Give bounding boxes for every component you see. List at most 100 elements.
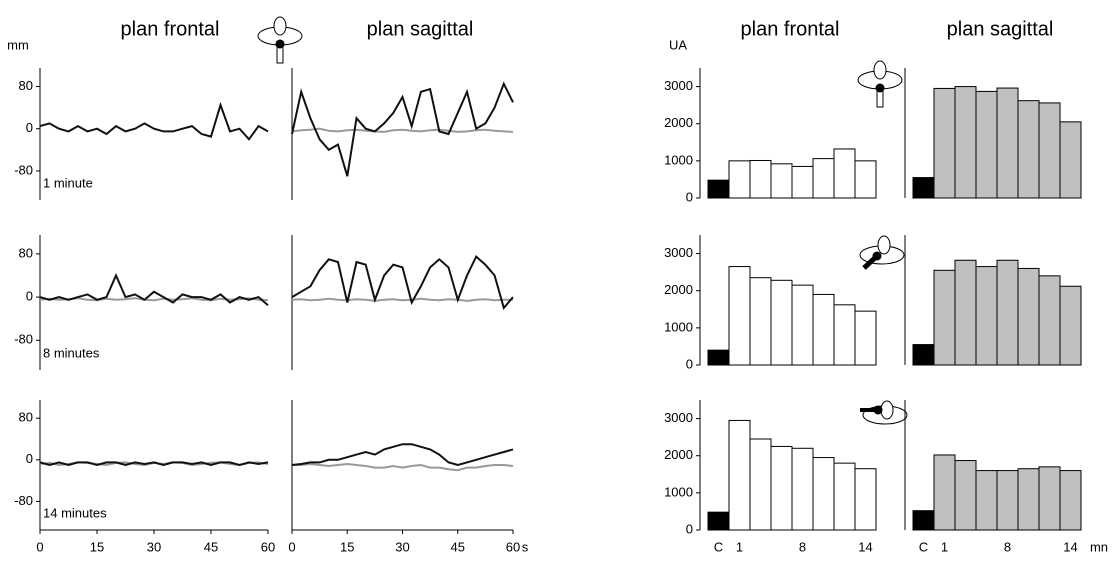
x-tick-label: 8 bbox=[1004, 539, 1011, 554]
head-icon bbox=[859, 235, 905, 270]
bar bbox=[1059, 285, 1082, 366]
bar bbox=[1038, 466, 1061, 531]
bar bbox=[707, 179, 730, 199]
bar bbox=[728, 419, 751, 531]
chart-title: plan frontal bbox=[741, 18, 840, 40]
bar bbox=[749, 277, 772, 366]
bar bbox=[996, 470, 1019, 531]
bar bbox=[854, 468, 877, 531]
bar bbox=[912, 177, 935, 199]
bar bbox=[1059, 470, 1082, 531]
bar bbox=[833, 462, 856, 531]
bar bbox=[975, 90, 998, 199]
y-tick-label: 0 bbox=[686, 189, 693, 204]
bar bbox=[1038, 275, 1061, 366]
bar bbox=[954, 259, 977, 366]
x-tick-label: 14 bbox=[858, 539, 872, 554]
trace bbox=[291, 81, 514, 177]
bar bbox=[996, 259, 1019, 366]
x-tick-label: 45 bbox=[204, 539, 218, 554]
trace bbox=[291, 443, 514, 467]
y-tick-label: 1000 bbox=[664, 152, 693, 167]
chart-title: plan frontal bbox=[121, 18, 220, 40]
y-tick-label: 2000 bbox=[664, 282, 693, 297]
bar bbox=[1017, 468, 1040, 531]
trace bbox=[39, 273, 269, 306]
trace bbox=[291, 297, 513, 302]
bar bbox=[833, 304, 856, 366]
chart-title: plan sagittal bbox=[947, 18, 1054, 40]
x-tick-label: 45 bbox=[451, 539, 465, 554]
y-tick-label: -80 bbox=[14, 162, 33, 177]
bar bbox=[933, 269, 956, 366]
annotation: 14 minutes bbox=[43, 505, 107, 520]
y-tick-label: 3000 bbox=[664, 245, 693, 260]
x-tick-label: 30 bbox=[147, 539, 161, 554]
bar bbox=[812, 158, 835, 199]
bar bbox=[728, 160, 751, 199]
bar bbox=[996, 87, 1019, 199]
bar bbox=[933, 87, 956, 199]
x-tick-label: 0 bbox=[288, 539, 295, 554]
x-tick-label: 1 bbox=[736, 539, 743, 554]
bar bbox=[833, 148, 856, 199]
trace bbox=[39, 461, 269, 467]
bar bbox=[791, 284, 814, 366]
bar bbox=[707, 349, 730, 366]
trace bbox=[39, 101, 269, 141]
y-tick-label: 80 bbox=[19, 245, 33, 260]
y-tick-label: 1000 bbox=[664, 319, 693, 334]
y-tick-label: 2000 bbox=[664, 447, 693, 462]
x-tick-label: 60 bbox=[261, 539, 275, 554]
x-tick-label: 60 bbox=[506, 539, 520, 554]
x-tick-label: 15 bbox=[90, 539, 104, 554]
bar bbox=[707, 511, 730, 531]
y-tick-label: -80 bbox=[14, 332, 33, 347]
y-tick-label: 3000 bbox=[664, 410, 693, 425]
bar bbox=[791, 447, 814, 531]
y-tick-label: 0 bbox=[26, 289, 33, 304]
bar bbox=[791, 165, 814, 199]
bar bbox=[770, 163, 793, 199]
bar bbox=[749, 438, 772, 531]
y-tick-label: 2000 bbox=[664, 115, 693, 130]
head-icon bbox=[257, 16, 303, 64]
y-tick-label: 0 bbox=[26, 451, 33, 466]
trace bbox=[291, 254, 514, 310]
bar bbox=[954, 460, 977, 531]
bar bbox=[728, 266, 751, 366]
bar bbox=[975, 470, 998, 531]
bar bbox=[749, 159, 772, 199]
head-icon bbox=[857, 60, 903, 108]
trace bbox=[39, 297, 269, 302]
x-tick-label: 1 bbox=[941, 539, 948, 554]
y-tick-label: 0 bbox=[26, 120, 33, 135]
bar bbox=[912, 510, 935, 531]
bar bbox=[975, 266, 998, 366]
bar bbox=[954, 86, 977, 199]
bar bbox=[1017, 100, 1040, 199]
chart-title: plan sagittal bbox=[367, 18, 474, 40]
x-tick-label: 30 bbox=[395, 539, 409, 554]
y-tick-label: 80 bbox=[19, 78, 33, 93]
x-tick-label: 14 bbox=[1063, 539, 1077, 554]
y-tick-label: 3000 bbox=[664, 78, 693, 93]
y-axis-label: mm bbox=[7, 37, 29, 52]
bar bbox=[933, 454, 956, 531]
trace bbox=[291, 127, 514, 133]
y-tick-label: 80 bbox=[19, 410, 33, 425]
y-axis-label: UA bbox=[669, 37, 687, 52]
bar bbox=[770, 445, 793, 531]
x-tick-label: 15 bbox=[340, 539, 354, 554]
bar bbox=[1059, 121, 1082, 199]
x-tick-label: C bbox=[714, 539, 723, 554]
annotation: 1 minute bbox=[43, 175, 93, 190]
annotation: 8 minutes bbox=[43, 345, 100, 360]
bar bbox=[1038, 102, 1061, 199]
x-axis-label: mn bbox=[1090, 539, 1108, 554]
bar bbox=[912, 344, 935, 366]
bar bbox=[812, 293, 835, 366]
bar bbox=[854, 160, 877, 199]
bar bbox=[854, 310, 877, 366]
